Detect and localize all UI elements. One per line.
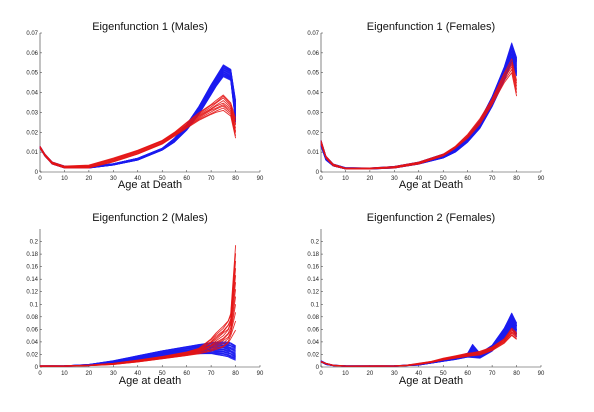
x-tick-label: 0 [38, 371, 42, 377]
x-axis-label: Age at Death [399, 375, 463, 387]
panel-eigenfunction-2-females: Eigenfunction 2 (Females) Age at Death 0… [307, 212, 545, 387]
y-tick-label: 0.05 [307, 71, 319, 77]
y-tick-label: 0 [316, 365, 320, 371]
x-tick-label: 0 [319, 176, 323, 182]
y-tick-label: 0.01 [26, 150, 38, 156]
y-tick-label: 0.02 [307, 352, 319, 358]
x-tick-label: 60 [464, 176, 471, 182]
y-tick-label: 0.05 [26, 71, 38, 77]
red-series-curve [40, 245, 237, 367]
panel-eigenfunction-1-females: Eigenfunction 1 (Females) Age at Death 0… [307, 21, 545, 191]
y-tick-label: 0.02 [26, 352, 38, 358]
y-tick-label: 0.12 [26, 290, 38, 296]
panel-eigenfunction-1-males: Eigenfunction 1 (Males) Age at Death 0 10… [26, 21, 264, 191]
x-tick-label: 10 [61, 176, 68, 182]
y-tick-label: 0.07 [26, 31, 38, 37]
x-tick-label: 80 [513, 371, 520, 377]
x-tick-label: 40 [415, 371, 422, 377]
y-tick-label: 0.1 [311, 302, 320, 308]
x-tick-label: 30 [110, 176, 117, 182]
x-tick-label: 30 [391, 176, 398, 182]
y-tick-label: 0.06 [307, 51, 319, 57]
y-tick-label: 0.06 [26, 327, 38, 333]
panel-title: Eigenfunction 2 (Females) [367, 212, 495, 224]
y-tick-label: 0.04 [307, 91, 319, 97]
x-tick-label: 70 [208, 176, 215, 182]
x-tick-label: 20 [367, 176, 374, 182]
x-tick-label: 90 [257, 371, 264, 377]
x-tick-label: 10 [342, 176, 349, 182]
y-tick-label: 0.18 [26, 252, 38, 258]
y-tick-label: 0.2 [30, 240, 39, 246]
y-tick-label: 0.2 [311, 240, 320, 246]
red-series-curve [320, 58, 518, 169]
x-tick-label: 80 [232, 176, 239, 182]
y-tick-label: 0 [35, 365, 39, 371]
y-tick-label: 0.06 [307, 327, 319, 333]
y-tick-label: 0 [316, 170, 320, 176]
x-tick-label: 70 [208, 371, 215, 377]
x-tick-label: 30 [110, 371, 117, 377]
y-tick-label: 0.02 [26, 130, 38, 136]
y-tick-label: 0.06 [26, 51, 38, 57]
x-tick-label: 40 [134, 176, 141, 182]
x-axis-label: Age at Death [399, 179, 463, 191]
x-tick-label: 20 [86, 371, 93, 377]
x-axis-label: Age at death [119, 375, 181, 387]
y-tick-label: 0.04 [26, 340, 38, 346]
x-tick-label: 40 [134, 371, 141, 377]
x-tick-label: 40 [415, 176, 422, 182]
y-tick-label: 0.02 [307, 130, 319, 136]
x-tick-label: 90 [538, 371, 545, 377]
x-tick-label: 20 [86, 176, 93, 182]
y-tick-label: 0.04 [26, 91, 38, 97]
y-tick-label: 0.03 [307, 110, 319, 116]
x-tick-label: 70 [489, 176, 496, 182]
x-tick-label: 50 [159, 371, 166, 377]
x-tick-label: 90 [538, 176, 545, 182]
y-tick-label: 0.16 [307, 265, 319, 271]
y-tick-label: 0.1 [30, 302, 39, 308]
x-tick-label: 60 [183, 371, 190, 377]
x-tick-label: 80 [513, 176, 520, 182]
x-tick-label: 60 [464, 371, 471, 377]
y-tick-label: 0.03 [26, 110, 38, 116]
y-tick-label: 0.16 [26, 265, 38, 271]
y-tick-label: 0 [35, 170, 39, 176]
x-tick-label: 0 [38, 176, 42, 182]
x-tick-label: 50 [159, 176, 166, 182]
x-tick-label: 80 [232, 371, 239, 377]
x-tick-label: 70 [489, 371, 496, 377]
x-tick-label: 50 [440, 371, 447, 377]
y-tick-label: 0.04 [307, 340, 319, 346]
y-tick-label: 0.14 [307, 277, 319, 283]
y-tick-label: 0.01 [307, 150, 319, 156]
y-tick-label: 0.07 [307, 31, 319, 37]
x-tick-label: 0 [319, 371, 323, 377]
panel-eigenfunction-2-males: Eigenfunction 2 (Males) Age at death 0 10… [26, 212, 264, 387]
panel-title: Eigenfunction 1 (Males) [92, 21, 208, 33]
red-series-curve [39, 94, 237, 167]
y-tick-label: 0.12 [307, 290, 319, 296]
y-tick-label: 0.08 [307, 315, 319, 321]
x-tick-label: 10 [342, 371, 349, 377]
x-tick-label: 30 [391, 371, 398, 377]
panel-title: Eigenfunction 1 (Females) [367, 21, 495, 33]
y-tick-label: 0.08 [26, 315, 38, 321]
x-axis-label: Age at Death [118, 179, 182, 191]
y-tick-label: 0.18 [307, 252, 319, 258]
x-tick-label: 90 [257, 176, 264, 182]
x-tick-label: 60 [183, 176, 190, 182]
red-series-curve [320, 327, 517, 367]
x-tick-label: 20 [367, 371, 374, 377]
y-tick-label: 0.14 [26, 277, 38, 283]
x-tick-label: 50 [440, 176, 447, 182]
x-tick-label: 10 [61, 371, 68, 377]
panel-title: Eigenfunction 2 (Males) [92, 212, 208, 224]
